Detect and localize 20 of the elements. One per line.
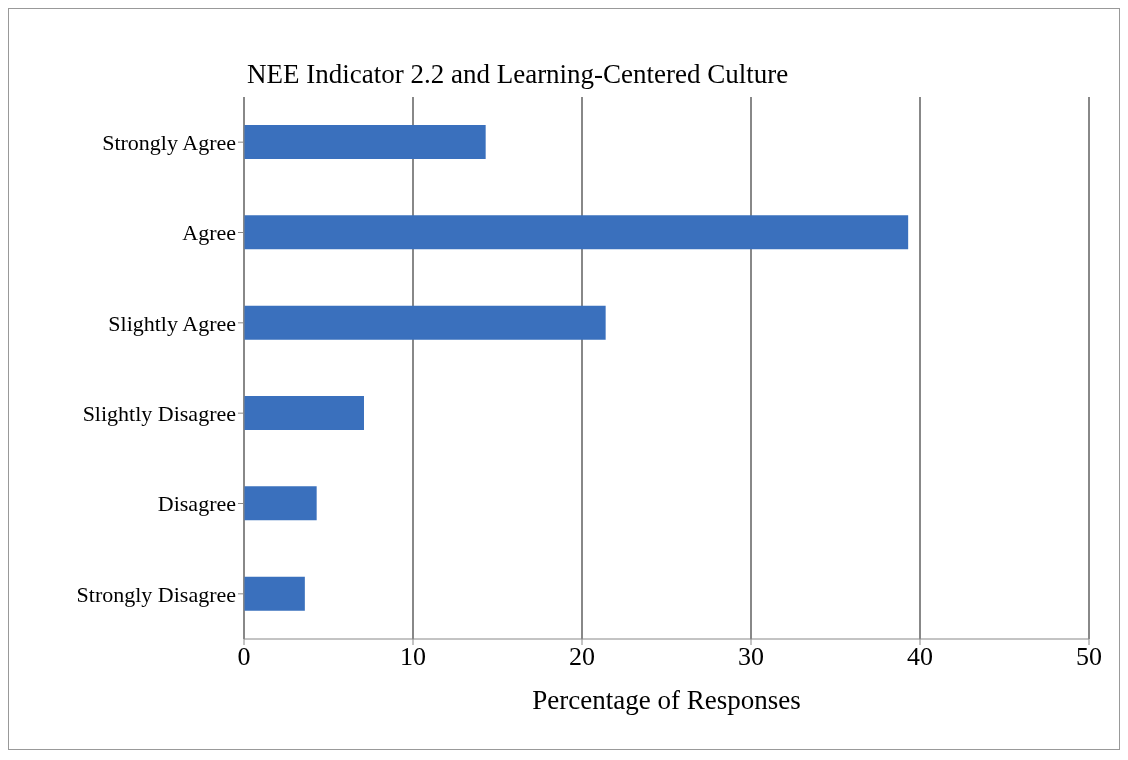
y-tick-label: Strongly Agree <box>102 129 236 155</box>
x-tick-label: 40 <box>907 642 933 672</box>
y-tick-label: Slightly Agree <box>108 310 236 336</box>
bar <box>244 576 305 611</box>
bar <box>244 486 317 521</box>
x-tick-label: 50 <box>1076 642 1102 672</box>
bar <box>244 396 364 430</box>
x-tick-label: 30 <box>738 642 764 672</box>
x-axis-title: Percentage of Responses <box>532 685 801 715</box>
x-tick-label: 10 <box>400 642 426 672</box>
bar <box>244 125 486 159</box>
y-tick-label: Agree <box>182 220 236 246</box>
y-tick-label: Slightly Disagree <box>82 400 236 426</box>
bar <box>244 305 606 340</box>
y-tick-label: Disagree <box>157 491 236 517</box>
y-tick-label: Strongly Disagree <box>76 581 236 607</box>
x-tick-label: 20 <box>569 642 595 672</box>
x-tick-label: 0 <box>237 642 251 672</box>
chart-title: NEE Indicator 2.2 and Learning-Centered Culture <box>247 59 789 90</box>
bar <box>244 215 909 250</box>
